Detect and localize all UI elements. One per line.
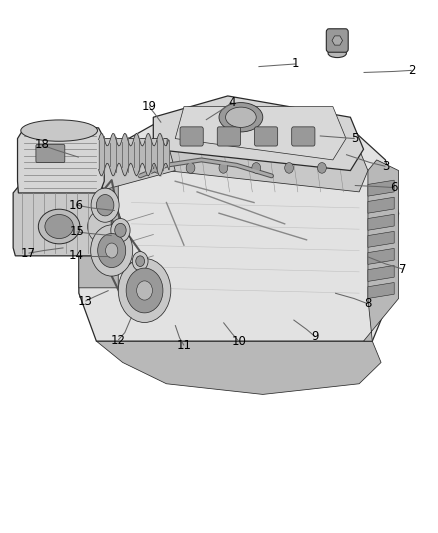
Circle shape <box>126 268 163 313</box>
Circle shape <box>136 256 145 266</box>
Polygon shape <box>79 149 118 288</box>
Text: 17: 17 <box>21 247 36 260</box>
Text: 4: 4 <box>228 96 236 109</box>
Circle shape <box>98 233 126 268</box>
Polygon shape <box>153 96 364 171</box>
Polygon shape <box>175 107 346 160</box>
Polygon shape <box>96 341 381 394</box>
Text: 19: 19 <box>141 100 156 113</box>
Circle shape <box>106 243 118 258</box>
Polygon shape <box>100 139 167 155</box>
Circle shape <box>91 188 119 222</box>
Ellipse shape <box>226 107 256 127</box>
Polygon shape <box>368 248 394 264</box>
Circle shape <box>91 225 133 276</box>
Text: 2: 2 <box>408 64 416 77</box>
FancyBboxPatch shape <box>36 144 65 163</box>
Circle shape <box>252 163 261 173</box>
Polygon shape <box>368 214 394 230</box>
FancyBboxPatch shape <box>326 29 348 52</box>
Polygon shape <box>332 36 343 45</box>
Circle shape <box>132 252 148 271</box>
Text: 11: 11 <box>177 339 191 352</box>
FancyBboxPatch shape <box>292 127 315 146</box>
Polygon shape <box>13 187 105 256</box>
Text: 14: 14 <box>69 249 84 262</box>
Polygon shape <box>368 180 394 196</box>
Text: 8: 8 <box>364 297 371 310</box>
Polygon shape <box>364 160 399 341</box>
Text: 10: 10 <box>231 335 246 348</box>
Polygon shape <box>368 197 394 213</box>
Ellipse shape <box>45 215 74 239</box>
Circle shape <box>186 163 195 173</box>
Text: 18: 18 <box>34 139 49 151</box>
Text: 5: 5 <box>351 132 358 145</box>
Polygon shape <box>79 107 399 341</box>
Circle shape <box>111 219 130 242</box>
FancyBboxPatch shape <box>217 127 240 146</box>
Text: 12: 12 <box>111 334 126 346</box>
Circle shape <box>96 195 114 216</box>
Text: 6: 6 <box>390 181 398 194</box>
Ellipse shape <box>219 102 263 132</box>
FancyBboxPatch shape <box>254 127 278 146</box>
Text: 13: 13 <box>78 295 93 308</box>
Ellipse shape <box>21 120 97 141</box>
Circle shape <box>88 211 114 243</box>
Circle shape <box>115 223 126 237</box>
Ellipse shape <box>39 209 80 244</box>
Text: 3: 3 <box>382 160 389 173</box>
FancyBboxPatch shape <box>180 127 203 146</box>
Text: 7: 7 <box>399 263 407 276</box>
Text: 15: 15 <box>69 225 84 238</box>
Circle shape <box>285 163 293 173</box>
Polygon shape <box>368 231 394 247</box>
Circle shape <box>80 201 122 252</box>
Polygon shape <box>158 128 368 192</box>
Circle shape <box>137 281 152 300</box>
Polygon shape <box>368 265 394 281</box>
Text: 9: 9 <box>311 330 319 343</box>
Polygon shape <box>88 139 175 192</box>
Polygon shape <box>18 124 104 193</box>
Polygon shape <box>368 282 394 298</box>
Ellipse shape <box>328 49 346 58</box>
Text: 1: 1 <box>292 58 300 70</box>
Circle shape <box>219 163 228 173</box>
Circle shape <box>318 163 326 173</box>
Circle shape <box>118 259 171 322</box>
Circle shape <box>153 163 162 173</box>
Text: 16: 16 <box>69 199 84 212</box>
